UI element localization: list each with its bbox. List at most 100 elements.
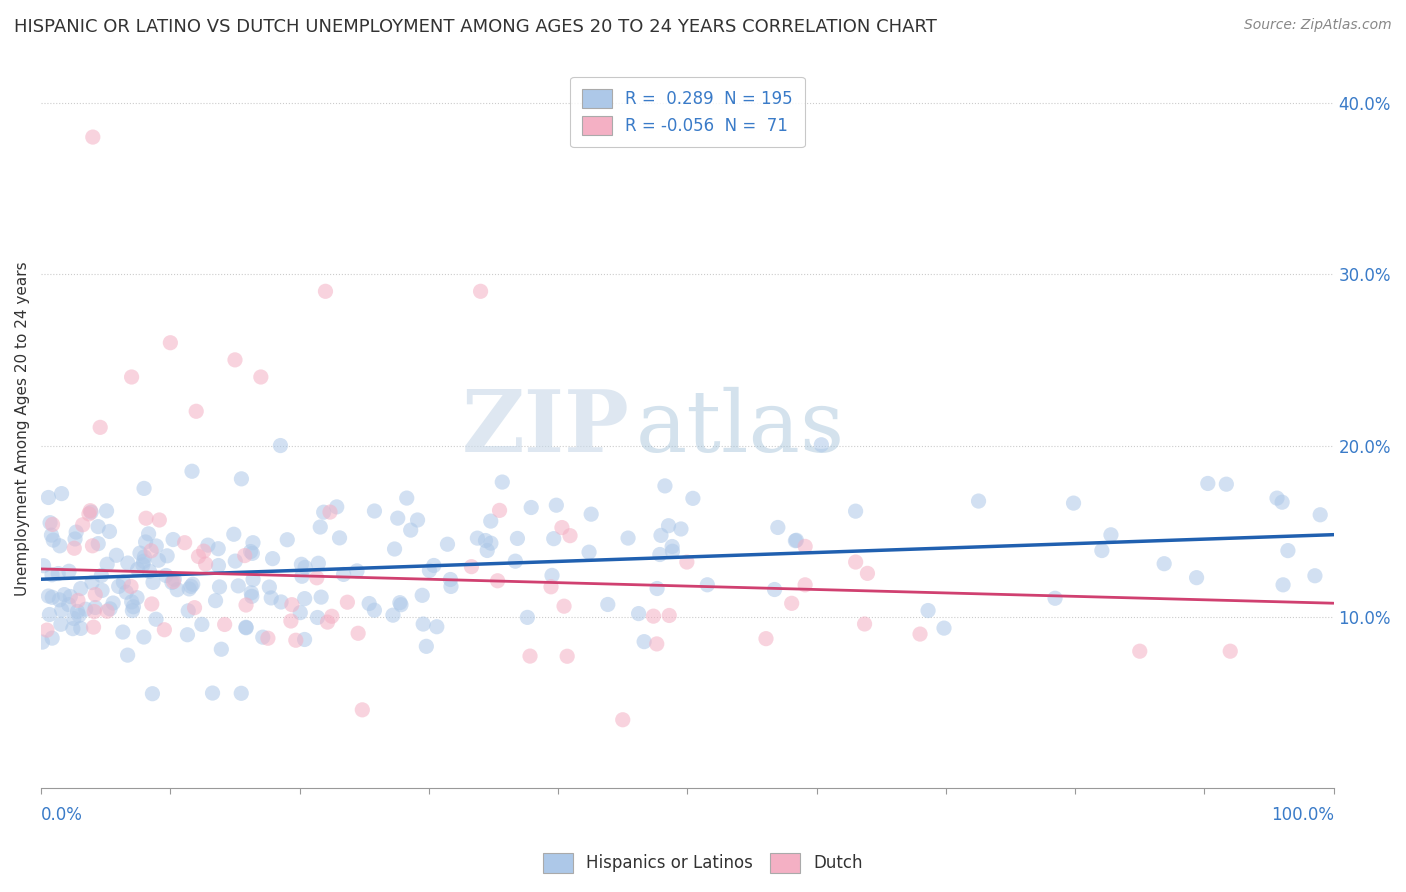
- Point: [31, 635, 53, 649]
- Point: [908, 627, 931, 641]
- Point: [209, 642, 232, 657]
- Point: [650, 528, 672, 542]
- Point: [1272, 578, 1295, 592]
- Point: [107, 579, 129, 593]
- Point: [153, 623, 176, 637]
- Point: [41, 591, 63, 605]
- Point: [314, 285, 336, 299]
- Point: [82, 539, 104, 553]
- Point: [135, 511, 157, 525]
- Point: [41, 567, 63, 582]
- Point: [486, 574, 509, 588]
- Point: [138, 565, 160, 579]
- Point: [214, 617, 236, 632]
- Point: [112, 574, 135, 589]
- Point: [645, 582, 668, 596]
- Point: [1271, 495, 1294, 509]
- Point: [90, 568, 112, 582]
- Point: [250, 370, 273, 384]
- Point: [845, 504, 868, 518]
- Point: [755, 632, 778, 646]
- Point: [49, 617, 72, 632]
- Point: [794, 540, 817, 554]
- Point: [37, 589, 59, 603]
- Text: HISPANIC OR LATINO VS DUTCH UNEMPLOYMENT AMONG AGES 20 TO 24 YEARS CORRELATION C: HISPANIC OR LATINO VS DUTCH UNEMPLOYMENT…: [14, 18, 936, 36]
- Point: [84, 600, 107, 615]
- Point: [180, 579, 202, 593]
- Point: [415, 640, 437, 654]
- Point: [1215, 477, 1237, 491]
- Point: [46, 566, 69, 581]
- Point: [222, 527, 245, 541]
- Point: [240, 546, 263, 560]
- Point: [163, 572, 186, 586]
- Point: [259, 580, 281, 594]
- Point: [479, 514, 502, 528]
- Point: [359, 597, 381, 611]
- Point: [127, 562, 149, 576]
- Point: [51, 486, 73, 500]
- Point: [201, 686, 224, 700]
- Point: [1043, 591, 1066, 606]
- Point: [79, 504, 101, 518]
- Point: [53, 588, 76, 602]
- Point: [284, 633, 307, 648]
- Point: [66, 605, 89, 619]
- Point: [643, 609, 665, 624]
- Point: [240, 586, 263, 600]
- Point: [541, 568, 564, 582]
- Point: [122, 599, 145, 614]
- Point: [117, 556, 139, 570]
- Point: [766, 520, 789, 534]
- Point: [290, 606, 312, 620]
- Point: [491, 475, 513, 489]
- Point: [676, 555, 699, 569]
- Point: [84, 588, 107, 602]
- Point: [780, 596, 803, 610]
- Point: [291, 569, 314, 583]
- Point: [173, 535, 195, 549]
- Point: [129, 546, 152, 560]
- Point: [785, 533, 807, 548]
- Point: [1219, 644, 1241, 658]
- Point: [388, 596, 411, 610]
- Point: [145, 612, 167, 626]
- Point: [363, 504, 385, 518]
- Point: [363, 603, 385, 617]
- Point: [1309, 508, 1331, 522]
- Point: [439, 573, 461, 587]
- Point: [479, 536, 502, 550]
- Point: [235, 620, 257, 634]
- Point: [235, 621, 257, 635]
- Point: [669, 522, 692, 536]
- Point: [156, 549, 179, 563]
- Point: [294, 591, 316, 606]
- Point: [224, 554, 246, 568]
- Point: [166, 582, 188, 597]
- Point: [309, 520, 332, 534]
- Point: [239, 544, 262, 558]
- Point: [645, 637, 668, 651]
- Point: [160, 575, 183, 590]
- Point: [319, 505, 342, 519]
- Point: [98, 602, 121, 616]
- Point: [226, 579, 249, 593]
- Point: [62, 622, 84, 636]
- Point: [208, 580, 231, 594]
- Point: [132, 630, 155, 644]
- Point: [488, 503, 510, 517]
- Point: [117, 648, 139, 662]
- Point: [176, 628, 198, 642]
- Point: [1185, 571, 1208, 585]
- Point: [312, 505, 335, 519]
- Point: [63, 611, 86, 625]
- Point: [406, 513, 429, 527]
- Point: [1099, 528, 1122, 542]
- Point: [1265, 491, 1288, 505]
- Point: [307, 610, 329, 624]
- Point: [67, 608, 90, 623]
- Point: [194, 557, 217, 571]
- Point: [520, 500, 543, 515]
- Point: [399, 523, 422, 537]
- Point: [89, 420, 111, 434]
